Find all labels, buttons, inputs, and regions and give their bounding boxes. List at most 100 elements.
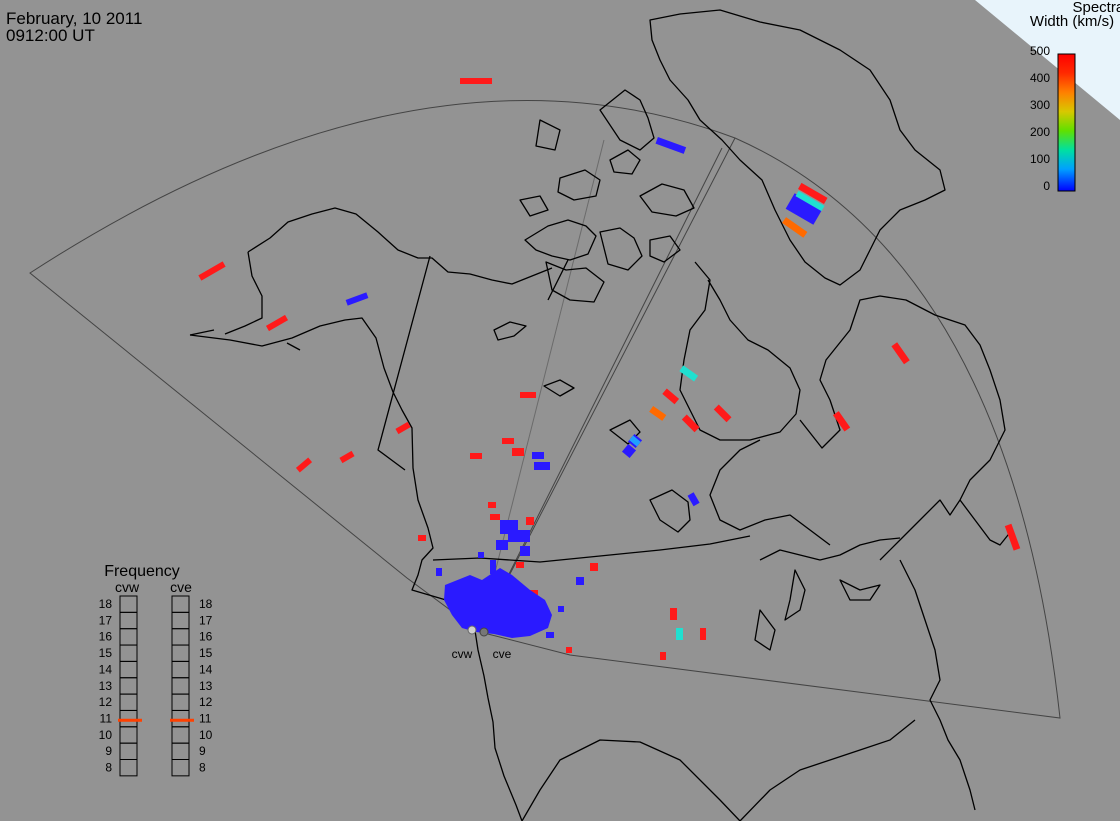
colorbar-tick: 500 [1030,44,1050,58]
range-cell [621,443,637,459]
frequency-tick-left: 10 [99,728,113,742]
frequency-cell [171,693,190,711]
range-cell [795,190,825,212]
range-cell [520,392,536,398]
range-cell [516,562,524,568]
frequency-tick-left: 8 [105,761,112,775]
range-cell [782,217,808,238]
range-cell [785,193,823,225]
map-corner-background [975,0,1120,120]
frequency-cell [119,644,138,662]
date-label: February, 10 2011 [6,9,143,28]
range-cell [508,530,530,542]
frequency-cell [171,660,190,679]
colorbar-tick: 0 [1043,179,1050,193]
frequency-cell [171,726,190,744]
range-cell [629,435,641,447]
range-cell [534,462,550,470]
range-cell [512,448,524,456]
scatter-data [198,78,1021,660]
frequency-title: Frequency [104,563,180,580]
frequency-cell [119,595,138,613]
range-cell [662,388,680,405]
range-cell [558,606,564,612]
colorbar: Spectral Width (km/s) 500 400 300 200 10… [1030,0,1120,193]
frequency-tick-right: 10 [199,728,213,742]
frequency-cell [119,709,138,728]
colorbar-title-2: Width (km/s) [1030,13,1114,30]
range-cell [198,261,226,281]
range-cell [345,292,369,306]
colorbar-gradient [1057,53,1076,192]
frequency-tick-right: 9 [199,744,206,758]
range-cell [502,438,514,444]
range-cell [460,78,492,84]
range-cell [478,552,484,558]
frequency-cell [171,759,190,777]
frequency-tick-right: 13 [199,679,213,693]
scatter-blue-cells [345,137,823,638]
frequency-left-label: cvw [115,579,140,595]
frequency-cell [171,611,190,630]
radar-fan-cluster [444,568,552,638]
range-cell [832,411,851,432]
range-cell [649,405,667,421]
range-cell [470,453,482,459]
frequency-cell [119,759,138,777]
range-cell [676,628,683,640]
radar-cvw-marker [467,625,477,635]
range-cell [418,535,426,541]
time-label: 0912:00 UT [6,26,95,45]
frequency-tick-right: 11 [199,711,212,725]
range-cell [891,342,910,365]
range-cell [530,590,538,595]
radar-label-cvw: cvw [452,647,473,661]
range-cell [532,452,544,459]
radar-sites [467,625,489,637]
range-cell [526,517,534,525]
frequency-marker-cvw [118,718,142,722]
frequency-cell [119,611,138,630]
frequency-cell [119,726,138,744]
frequency-ticks: 18 18 17 17 16 16 15 15 14 14 13 13 12 12 11 11 10 10 9 9 8 8 [99,597,213,775]
colorbar-tick: 200 [1030,125,1050,139]
colorbar-tick: 400 [1030,71,1050,85]
range-cell [520,546,530,556]
range-cell [681,414,700,433]
frequency-cell [171,677,190,695]
frequency-tick-left: 13 [99,679,113,693]
frequency-cell [171,742,190,761]
frequency-tick-left: 16 [99,630,113,644]
range-cell [1004,523,1021,551]
frequency-cell [119,628,138,646]
frequency-tick-left: 15 [99,646,113,660]
range-cell [700,628,706,640]
frequency-marker-cve [170,718,194,722]
scatter-misc-cells [629,190,825,640]
frequency-tick-right: 17 [199,613,213,627]
range-cell [395,421,411,435]
range-cell [576,577,584,585]
frequency-cell [119,660,138,679]
frequency-tick-left: 18 [99,597,113,611]
colorbar-tick: 300 [1030,98,1050,112]
range-cell [488,502,496,508]
range-cell [496,540,508,550]
frequency-tick-right: 16 [199,630,213,644]
range-cell [490,514,500,520]
frequency-tick-right: 18 [199,597,213,611]
frequency-boxes [119,595,190,777]
range-cell [566,647,572,653]
range-cell [798,182,828,204]
range-cell [670,608,677,620]
frequency-tick-left: 12 [99,695,113,709]
frequency-tick-left: 11 [100,711,113,725]
range-cell [339,450,355,464]
frequency-cell [119,742,138,761]
range-cell [590,563,598,571]
range-cell [546,632,554,638]
frequency-tick-left: 17 [99,613,113,627]
frequency-tick-right: 8 [199,761,206,775]
